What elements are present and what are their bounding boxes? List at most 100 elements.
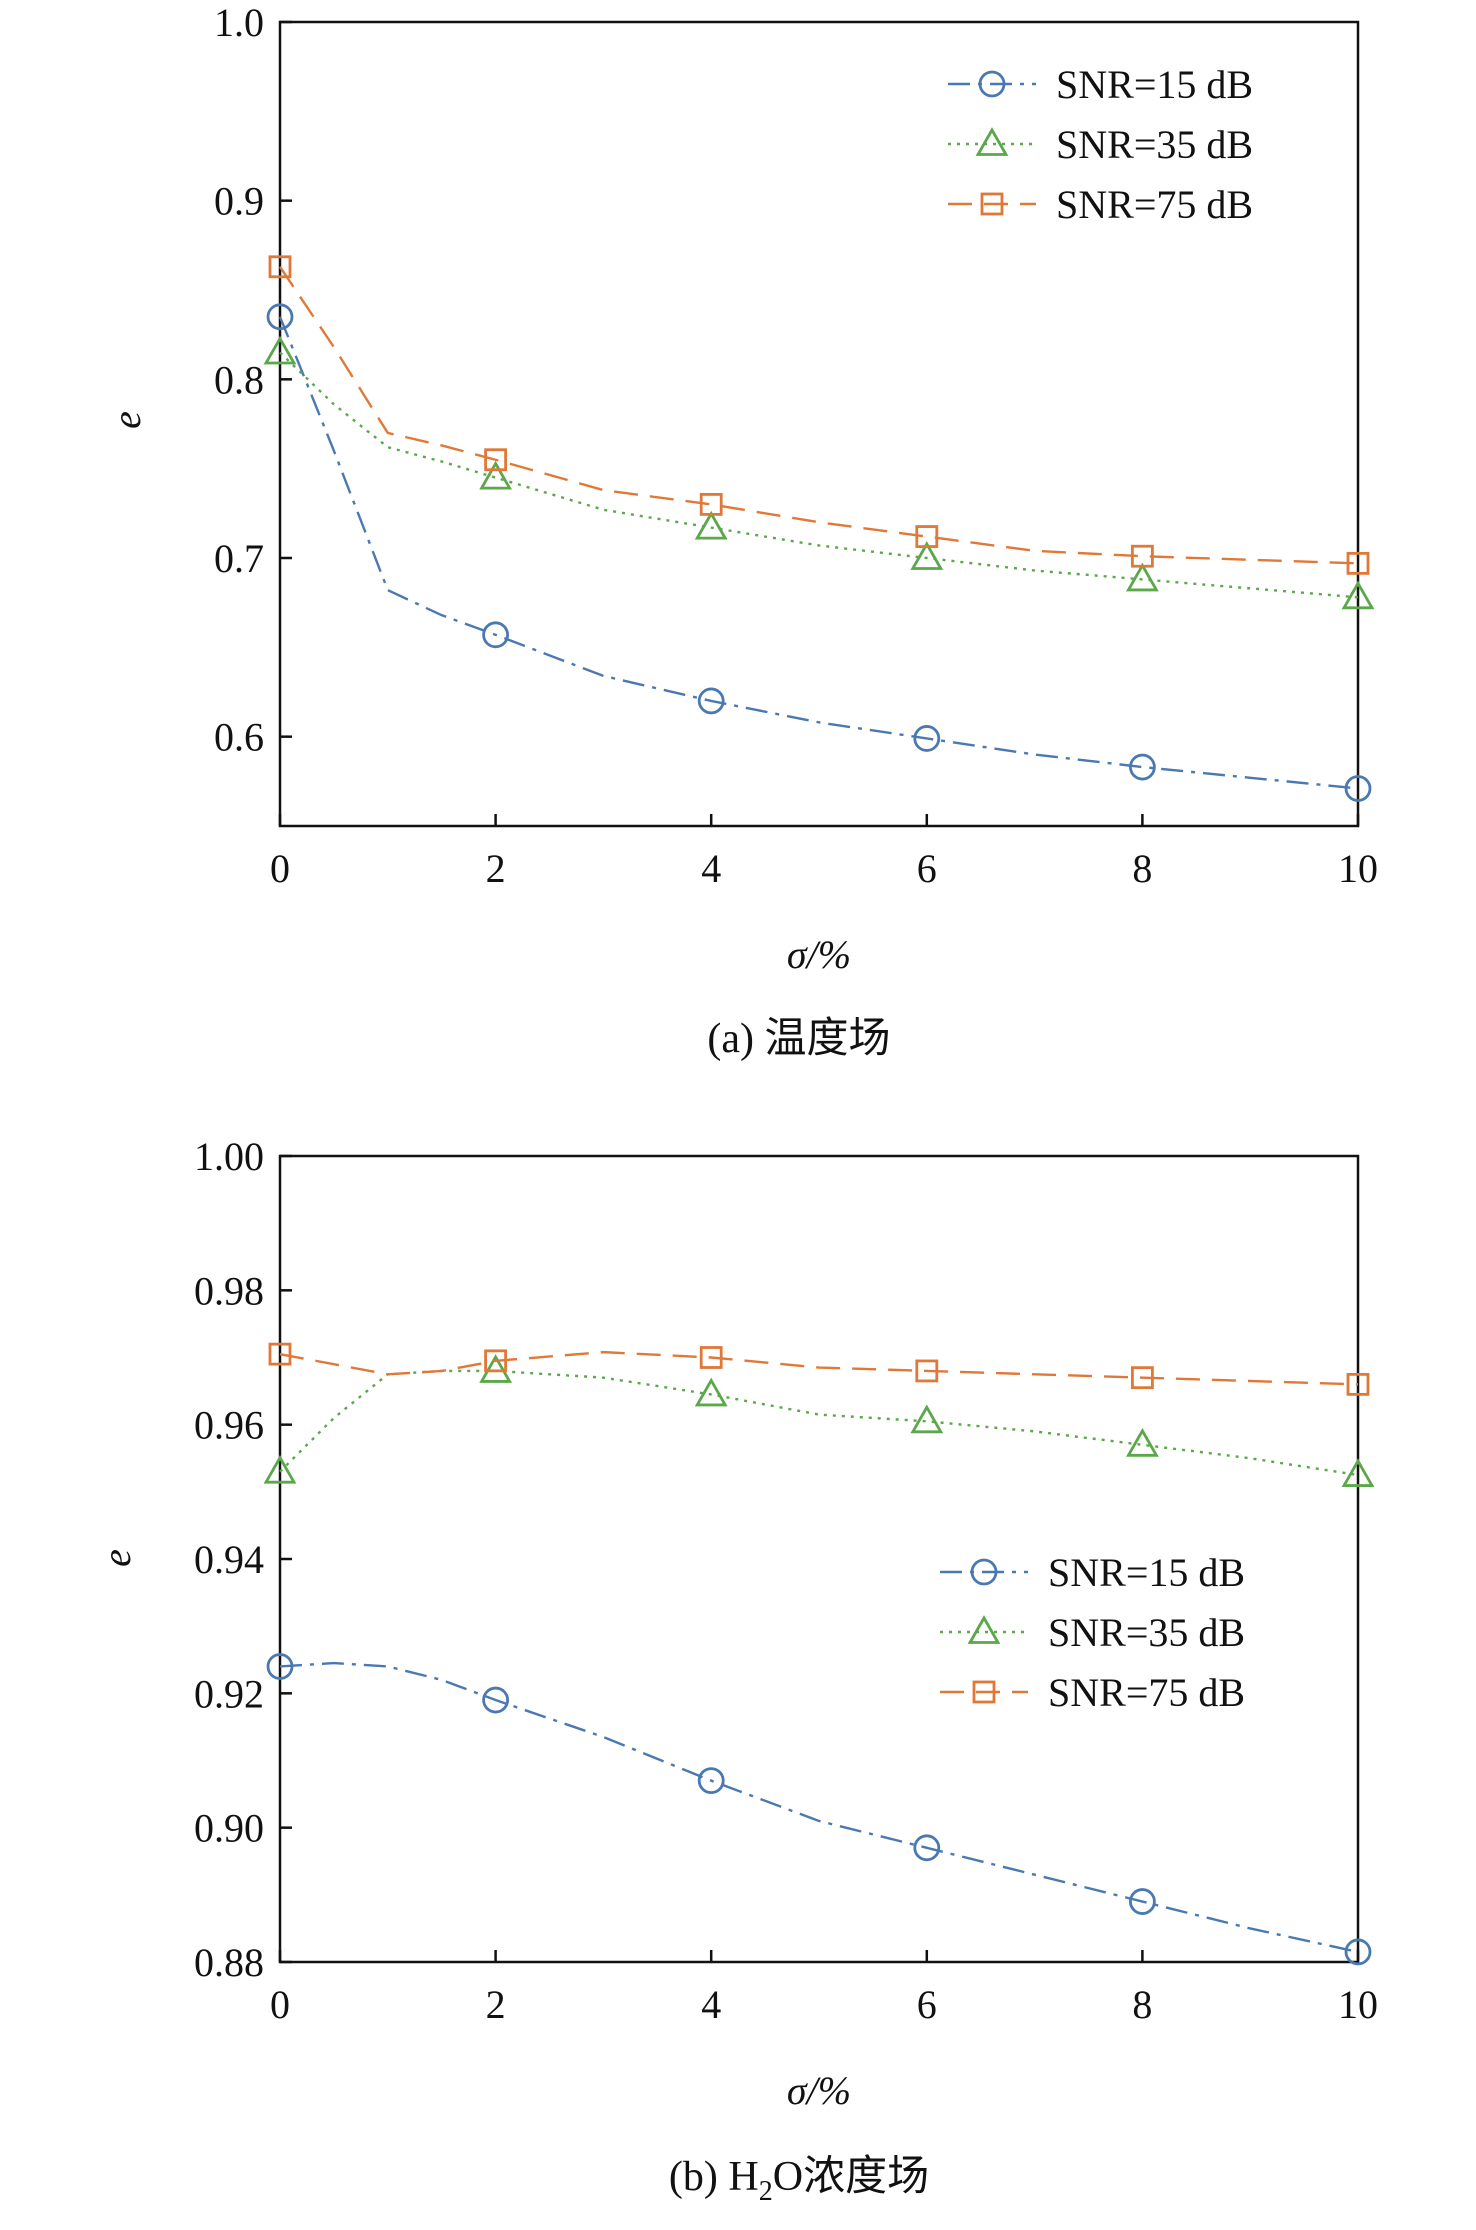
data-point bbox=[697, 687, 725, 715]
series-3 bbox=[268, 255, 1370, 575]
y-tick-label: 0.98 bbox=[194, 1268, 264, 1313]
legend-entry: SNR=35 dB bbox=[940, 1610, 1245, 1655]
series-line bbox=[279, 1369, 1359, 1477]
data-point bbox=[699, 492, 723, 516]
data-point bbox=[482, 621, 510, 649]
series-line bbox=[279, 1661, 1359, 1954]
series-line bbox=[279, 266, 1359, 565]
series-3 bbox=[268, 1342, 1370, 1396]
x-tick-label: 2 bbox=[486, 1982, 506, 2027]
data-point bbox=[263, 1454, 297, 1484]
data-point bbox=[910, 1404, 944, 1434]
legend-entry: SNR=15 dB bbox=[948, 62, 1253, 107]
data-point bbox=[1125, 562, 1159, 592]
data-point bbox=[699, 1346, 723, 1369]
x-tick-label: 8 bbox=[1132, 1982, 1152, 2027]
legend-entry: SNR=75 dB bbox=[948, 182, 1253, 227]
series-line bbox=[278, 316, 1359, 790]
y-tick-label: 0.7 bbox=[214, 536, 264, 581]
data-point bbox=[1129, 1888, 1156, 1915]
x-tick-label: 4 bbox=[701, 846, 721, 891]
legend-label: SNR=15 dB bbox=[1056, 62, 1253, 107]
x-tick-label: 0 bbox=[270, 846, 290, 891]
data-point bbox=[1344, 1938, 1372, 1966]
legend-marker bbox=[970, 1558, 998, 1586]
data-point bbox=[1129, 753, 1156, 781]
y-tick-label: 0.88 bbox=[194, 1940, 264, 1985]
x-tick-label: 6 bbox=[917, 846, 937, 891]
series-2 bbox=[263, 1354, 1375, 1487]
x-tick-label: 10 bbox=[1338, 1982, 1378, 2027]
legend-marker bbox=[972, 1680, 996, 1704]
legend-label: SNR=75 dB bbox=[1056, 182, 1253, 227]
legend-label: SNR=35 dB bbox=[1056, 122, 1253, 167]
data-point bbox=[694, 510, 728, 540]
x-tick-label: 2 bbox=[486, 846, 506, 891]
series-line bbox=[279, 351, 1359, 599]
data-point bbox=[268, 1342, 292, 1366]
y-tick-label: 1.0 bbox=[214, 0, 264, 45]
y-tick-label: 0.8 bbox=[214, 357, 264, 402]
x-tick-label: 8 bbox=[1132, 846, 1152, 891]
legend-marker bbox=[967, 1615, 1001, 1644]
legend-entry: SNR=35 dB bbox=[948, 122, 1253, 167]
data-point bbox=[1341, 580, 1375, 610]
legend-marker bbox=[975, 127, 1009, 156]
data-point bbox=[484, 448, 508, 472]
series-1 bbox=[266, 303, 1372, 802]
x-tick-label: 10 bbox=[1338, 846, 1378, 891]
data-point bbox=[1131, 1366, 1154, 1390]
plot-frame bbox=[278, 20, 1360, 828]
x-tick-label: 0 bbox=[270, 1982, 290, 2027]
y-axis-label: e bbox=[104, 411, 149, 429]
caption-prefix: (b) H bbox=[669, 2154, 759, 2200]
data-point bbox=[479, 1354, 513, 1383]
chart-1: 0 2 4 6 8 10 0.6 0.7 0.8 0.9 1.0 σ/% e (a) 温度场 SNR=15 … bbox=[104, 0, 1378, 1062]
y-tick-label: 0.6 bbox=[214, 715, 264, 760]
data-point bbox=[479, 460, 513, 490]
y-axis-label: e bbox=[94, 1549, 139, 1567]
legend-marker bbox=[978, 70, 1006, 98]
data-point bbox=[1344, 775, 1372, 802]
data-point bbox=[484, 1349, 508, 1373]
y-tick-label: 0.92 bbox=[194, 1671, 264, 1716]
y-tick-label: 0.9 bbox=[214, 179, 264, 224]
data-point bbox=[268, 255, 292, 279]
series-1 bbox=[266, 1653, 1372, 1966]
caption-main: 温度场 bbox=[765, 1016, 891, 1062]
data-point bbox=[266, 303, 294, 331]
data-point bbox=[910, 541, 944, 570]
y-tick-label: 0.90 bbox=[194, 1806, 264, 1851]
legend-label: SNR=15 dB bbox=[1048, 1550, 1245, 1595]
x-axis-label: σ/% bbox=[787, 2068, 851, 2113]
figure-caption: (a) 温度场 bbox=[707, 1016, 890, 1062]
data-point bbox=[1125, 1427, 1159, 1457]
data-point bbox=[263, 335, 297, 365]
y-tick-label: 0.94 bbox=[194, 1537, 264, 1582]
data-point bbox=[1346, 551, 1370, 575]
legend-label: SNR=35 dB bbox=[1048, 1610, 1245, 1655]
caption-prefix: (a) bbox=[707, 1016, 764, 1062]
legend-marker bbox=[980, 192, 1004, 216]
chart-2: 0 2 4 6 8 10 0.88 0.90 0.92 0.94 0.96 0.98 1.00 σ/% e (… bbox=[94, 1134, 1378, 2207]
legend-entry: SNR=15 dB bbox=[940, 1550, 1245, 1595]
data-point bbox=[482, 1686, 510, 1714]
data-point bbox=[697, 1767, 725, 1795]
series-2 bbox=[263, 335, 1375, 610]
y-tick-label: 0.96 bbox=[194, 1403, 264, 1448]
x-tick-label: 4 bbox=[701, 1982, 721, 2027]
data-point bbox=[913, 1834, 941, 1862]
series-line bbox=[279, 1350, 1359, 1386]
data-point bbox=[1131, 544, 1154, 568]
legend-label: SNR=75 dB bbox=[1048, 1670, 1245, 1715]
caption-main: O浓度场 bbox=[773, 2154, 929, 2200]
data-point bbox=[913, 725, 941, 752]
data-point bbox=[1346, 1372, 1370, 1396]
x-axis-label: σ/% bbox=[787, 932, 851, 977]
data-point bbox=[694, 1377, 728, 1407]
figure-caption: (b) H2O浓度场 bbox=[669, 2154, 929, 2207]
caption-subscript: 2 bbox=[759, 2176, 773, 2207]
data-point bbox=[915, 525, 939, 548]
data-point bbox=[266, 1653, 294, 1680]
